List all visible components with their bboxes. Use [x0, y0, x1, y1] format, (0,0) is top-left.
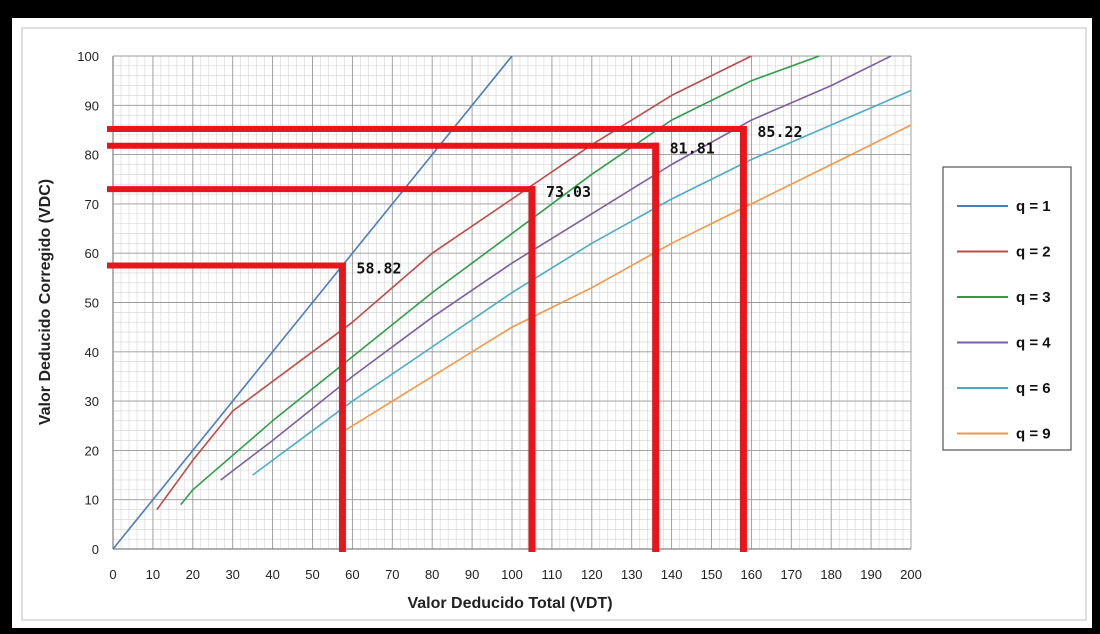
legend-box	[942, 166, 1072, 451]
x-tick-label: 130	[621, 567, 643, 582]
y-tick-label: 60	[85, 246, 99, 261]
x-tick-label: 20	[186, 567, 200, 582]
x-tick-label: 60	[345, 567, 359, 582]
legend-entry-label: q = 2	[1016, 244, 1051, 261]
y-tick-label: 10	[85, 493, 99, 508]
series-line	[220, 55, 892, 481]
annotation-label: 73.03	[546, 183, 591, 201]
reading-markers	[107, 125, 747, 552]
y-tick-label: 30	[85, 394, 99, 409]
x-tick-label: 70	[385, 567, 399, 582]
y-tick-label: 80	[85, 148, 99, 163]
annotation-label: 81.81	[670, 140, 715, 158]
x-tick-labels: 0 10 20 30 40 50 60 70 80 90 100 110 120 130 140 150 160…	[109, 567, 921, 582]
annotation-labels: 58.82 73.03 81.81 85.22	[356, 123, 802, 278]
series-line	[112, 55, 513, 550]
annotation-label: 85.22	[757, 123, 802, 141]
series-lines	[112, 55, 912, 550]
axes	[112, 56, 911, 550]
x-axis-label: Valor Deducido Total (VDT)	[407, 595, 612, 612]
x-tick-label: 150	[701, 567, 723, 582]
legend-entry-label: q = 1	[1016, 198, 1051, 215]
x-tick-label: 90	[465, 567, 479, 582]
x-tick-label: 50	[305, 567, 319, 582]
x-tick-label: 30	[225, 567, 239, 582]
series-line	[156, 55, 752, 511]
legend-items: q = 1 q = 2 q = 3 q = 4 q = 6 q = 9	[957, 198, 1051, 443]
x-tick-label: 120	[581, 567, 603, 582]
x-tick-label: 80	[425, 567, 439, 582]
y-tick-label: 0	[92, 542, 99, 557]
x-tick-label: 110	[542, 567, 563, 582]
x-tick-label: 190	[860, 567, 882, 582]
x-tick-label: 160	[741, 567, 763, 582]
legend-entry-label: q = 6	[1016, 380, 1051, 397]
x-tick-label: 200	[900, 567, 922, 582]
y-tick-labels: 0 10 20 30 40 50 60 70 80 90 100	[77, 49, 99, 557]
y-axis-label: Valor Deducido Corregido (VDC)	[37, 179, 54, 425]
series-line	[343, 124, 912, 432]
series-line	[252, 89, 912, 476]
x-tick-label: 170	[780, 567, 802, 582]
y-tick-label: 100	[77, 49, 99, 64]
legend-entry-label: q = 3	[1016, 289, 1051, 306]
y-tick-label: 70	[85, 197, 99, 212]
series-line	[180, 55, 820, 506]
x-tick-label: 40	[265, 567, 279, 582]
y-tick-label: 50	[85, 296, 99, 311]
legend-entry-label: q = 4	[1016, 335, 1051, 352]
chart-area-border	[21, 27, 1087, 621]
x-tick-label: 10	[146, 567, 160, 582]
y-tick-label: 40	[85, 345, 99, 360]
annotation-label: 58.82	[356, 260, 401, 278]
y-tick-label: 20	[85, 443, 99, 458]
x-tick-label: 100	[501, 567, 523, 582]
x-tick-label: 0	[109, 567, 116, 582]
legend-entry-label: q = 9	[1016, 426, 1051, 443]
legend: q = 1 q = 2 q = 3 q = 4 q = 6 q = 9	[942, 166, 1072, 451]
x-tick-label: 180	[820, 567, 842, 582]
y-tick-label: 90	[85, 98, 99, 113]
x-tick-label: 140	[661, 567, 683, 582]
